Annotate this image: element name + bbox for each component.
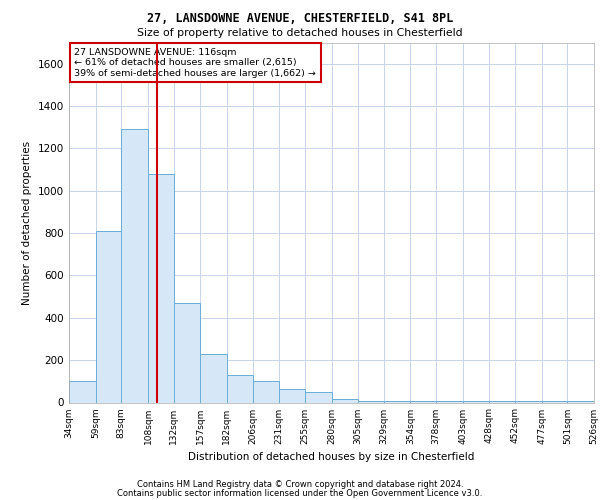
Bar	[200, 354, 227, 403]
Y-axis label: Number of detached properties: Number of detached properties	[22, 140, 32, 304]
X-axis label: Distribution of detached houses by size in Chesterfield: Distribution of detached houses by size …	[188, 452, 475, 462]
Bar	[358, 401, 384, 402]
Bar	[69, 382, 95, 402]
Bar	[95, 231, 121, 402]
Bar	[253, 382, 279, 402]
Bar	[148, 174, 173, 402]
Text: Contains public sector information licensed under the Open Government Licence v3: Contains public sector information licen…	[118, 489, 482, 498]
Bar	[121, 130, 148, 402]
Bar	[227, 375, 253, 402]
Bar	[305, 392, 332, 402]
Text: 27, LANSDOWNE AVENUE, CHESTERFIELD, S41 8PL: 27, LANSDOWNE AVENUE, CHESTERFIELD, S41 …	[147, 12, 453, 26]
Bar	[331, 400, 358, 402]
Text: Contains HM Land Registry data © Crown copyright and database right 2024.: Contains HM Land Registry data © Crown c…	[137, 480, 463, 489]
Bar	[173, 303, 200, 402]
Text: 27 LANSDOWNE AVENUE: 116sqm
← 61% of detached houses are smaller (2,615)
39% of : 27 LANSDOWNE AVENUE: 116sqm ← 61% of det…	[74, 48, 316, 78]
Bar	[279, 388, 305, 402]
Text: Size of property relative to detached houses in Chesterfield: Size of property relative to detached ho…	[137, 28, 463, 38]
